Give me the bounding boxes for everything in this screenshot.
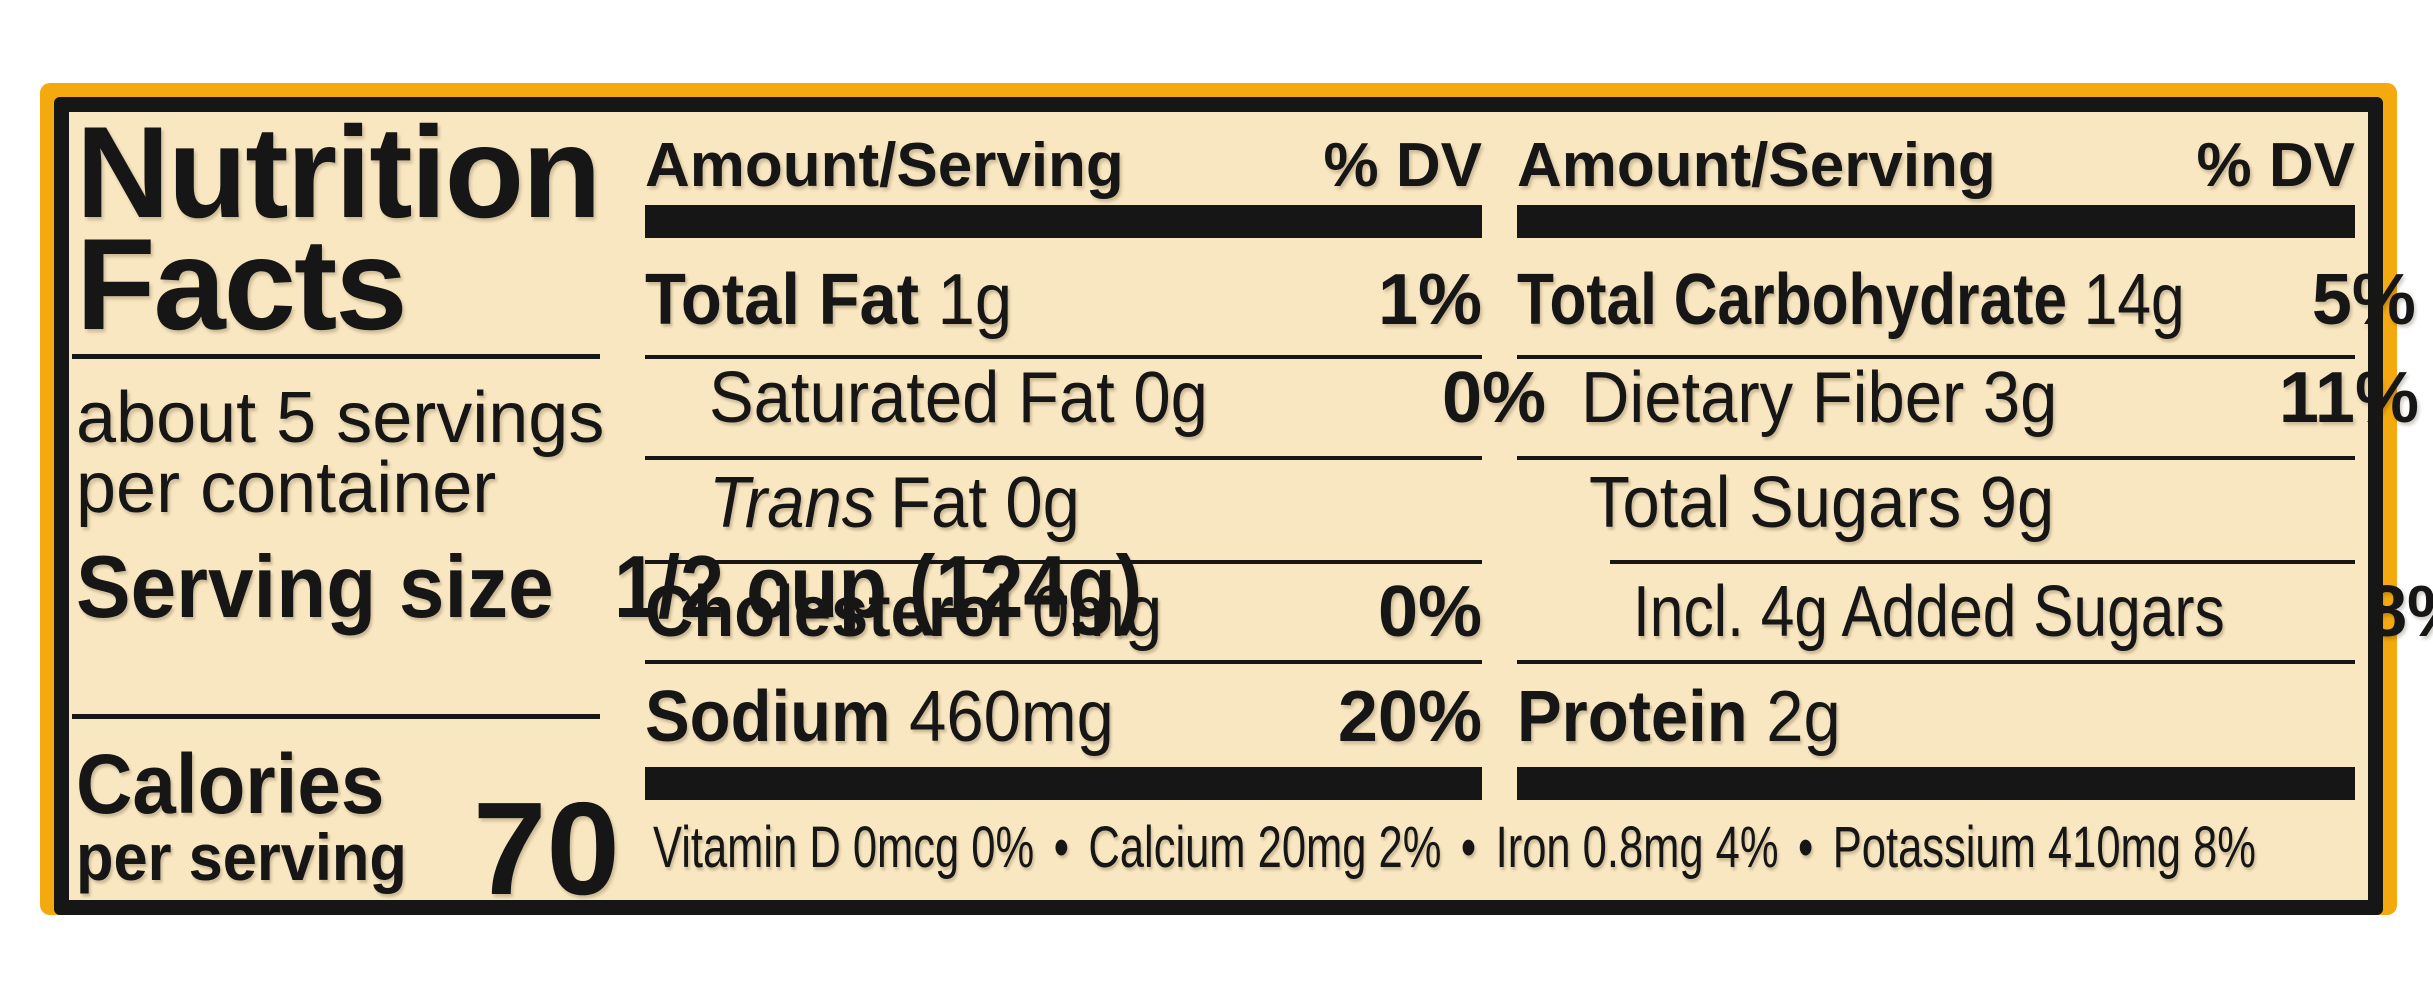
nutrient-amount: 3g <box>1982 358 2058 438</box>
divider <box>645 560 1482 564</box>
nutrient-dv: 0% <box>1441 358 1546 438</box>
divider <box>1610 560 2355 564</box>
nutrient-amount: 0g <box>1005 463 1080 543</box>
nutrient-name: Total Carbohydrate <box>1517 260 2067 340</box>
nutrient-row-trans-fat: Trans Fat 0g <box>645 467 1546 539</box>
nutrient-amount: 2g <box>1766 677 1841 757</box>
calories-value: 70 <box>473 775 620 922</box>
divider <box>645 355 1482 359</box>
servings-line1: about 5 servings <box>76 378 605 458</box>
facts-column: Nutrition Facts about 5 servings per con… <box>72 83 1142 915</box>
nutrient-row-added-sugars: Incl. 4g Added Sugars 8% <box>1517 576 2433 648</box>
nutrient-amount: 14g <box>2083 260 2185 340</box>
nutrient-name: Incl. 4g Added Sugars <box>1633 572 2225 652</box>
divider <box>645 660 1482 664</box>
nutrient-amount: 0mg <box>1031 572 1163 652</box>
nutrient-name: Protein <box>1517 677 1748 757</box>
nutrient-dv: 0% <box>1377 572 1482 652</box>
nutrient-dv: 20% <box>1337 677 1482 757</box>
nutrient-amount: 460mg <box>909 677 1114 757</box>
bullet-separator <box>1461 819 1476 877</box>
nutrition-facts-label: Nutrition Facts about 5 servings per con… <box>40 83 2433 915</box>
header-amount-serving: Amount/Serving <box>1517 131 1996 200</box>
nutrient-dv: 1% <box>1377 260 1482 340</box>
nutrient-row-protein: Protein 2g <box>1517 681 2355 753</box>
nutrient-row-total-fat: Total Fat 1g 1% <box>645 264 1482 336</box>
nutrient-name: Fat <box>890 463 987 543</box>
thick-divider-bar <box>1517 767 2355 800</box>
nutrient-row-total-carbohydrate: Total Carbohydrate 14g 5% <box>1517 264 2416 336</box>
nutrient-name: Sodium <box>645 677 891 757</box>
micronutrients-line: Vitamin D 0mcg 0%Calcium 20mg 2%Iron 0.8… <box>653 819 2256 877</box>
nutrient-column-1: Amount/Serving % DV Total Fat 1g 1% Satur… <box>645 83 1546 915</box>
column-header: Amount/Serving % DV <box>645 135 1482 197</box>
nutrient-dv: 5% <box>2311 260 2416 340</box>
nutrient-row-sodium: Sodium 460mg 20% <box>645 681 1482 753</box>
header-amount-serving: Amount/Serving <box>645 131 1124 200</box>
nutrient-column-2: Amount/Serving % DV Total Carbohydrate 14… <box>1517 83 2433 915</box>
micronutrient-calcium: Calcium 20mg 2% <box>1088 815 1442 880</box>
header-percent-dv: % DV <box>1323 131 1482 200</box>
thick-divider-bar <box>645 767 1482 800</box>
divider <box>72 354 600 359</box>
divider <box>1517 660 2355 664</box>
divider <box>1517 456 2355 460</box>
divider <box>645 456 1482 460</box>
serving-size-value: 1/2 cup (124g) <box>614 537 1143 636</box>
label-title-line1: Nutrition <box>76 99 602 245</box>
nutrient-amount: 1g <box>937 260 1013 340</box>
nutrient-amount: 9g <box>1979 463 2055 543</box>
micronutrient-potassium: Potassium 410mg 8% <box>1832 815 2256 880</box>
nutrient-row-cholesterol: Cholesterol 0mg 0% <box>645 576 1482 648</box>
nutrient-name: Cholesterol <box>645 572 1014 652</box>
serving-size-label: Serving size <box>76 537 554 636</box>
label-title: Nutrition Facts <box>76 99 602 357</box>
nutrient-name-italic: Trans <box>709 463 876 543</box>
calories-label: Calories <box>76 737 385 831</box>
nutrient-name: Total Fat <box>645 260 920 340</box>
nutrient-dv: 11% <box>2278 358 2419 438</box>
bullet-separator <box>1054 819 1069 877</box>
serving-size: Serving size 1/2 cup (124g) <box>76 537 1201 636</box>
bullet-separator <box>1798 819 1813 877</box>
column-header: Amount/Serving % DV <box>1517 135 2355 197</box>
nutrient-dv: 8% <box>2366 572 2433 652</box>
thick-divider-bar <box>1517 205 2355 238</box>
thick-divider-bar <box>645 205 1482 238</box>
servings-line2: per container <box>76 448 497 528</box>
micronutrient-vitamin-d: Vitamin D 0mcg 0% <box>653 815 1035 880</box>
nutrient-name: Saturated Fat <box>709 358 1115 438</box>
header-percent-dv: % DV <box>2196 131 2355 200</box>
nutrient-name: Dietary Fiber <box>1581 358 1965 438</box>
calories-sublabel: per serving <box>76 820 407 894</box>
micronutrient-iron: Iron 0.8mg 4% <box>1495 815 1779 880</box>
label-title-line2: Facts <box>76 211 408 357</box>
nutrient-row-dietary-fiber: Dietary Fiber 3g 11% <box>1517 362 2419 434</box>
divider <box>1517 355 2355 359</box>
nutrient-name: Total Sugars <box>1589 463 1962 543</box>
nutrient-row-total-sugars: Total Sugars 9g <box>1517 467 2427 539</box>
nutrient-row-saturated-fat: Saturated Fat 0g 0% <box>645 362 1546 434</box>
divider <box>72 714 600 719</box>
servings-per-container: about 5 servings per container <box>76 378 605 528</box>
nutrient-amount: 0g <box>1133 358 1208 438</box>
